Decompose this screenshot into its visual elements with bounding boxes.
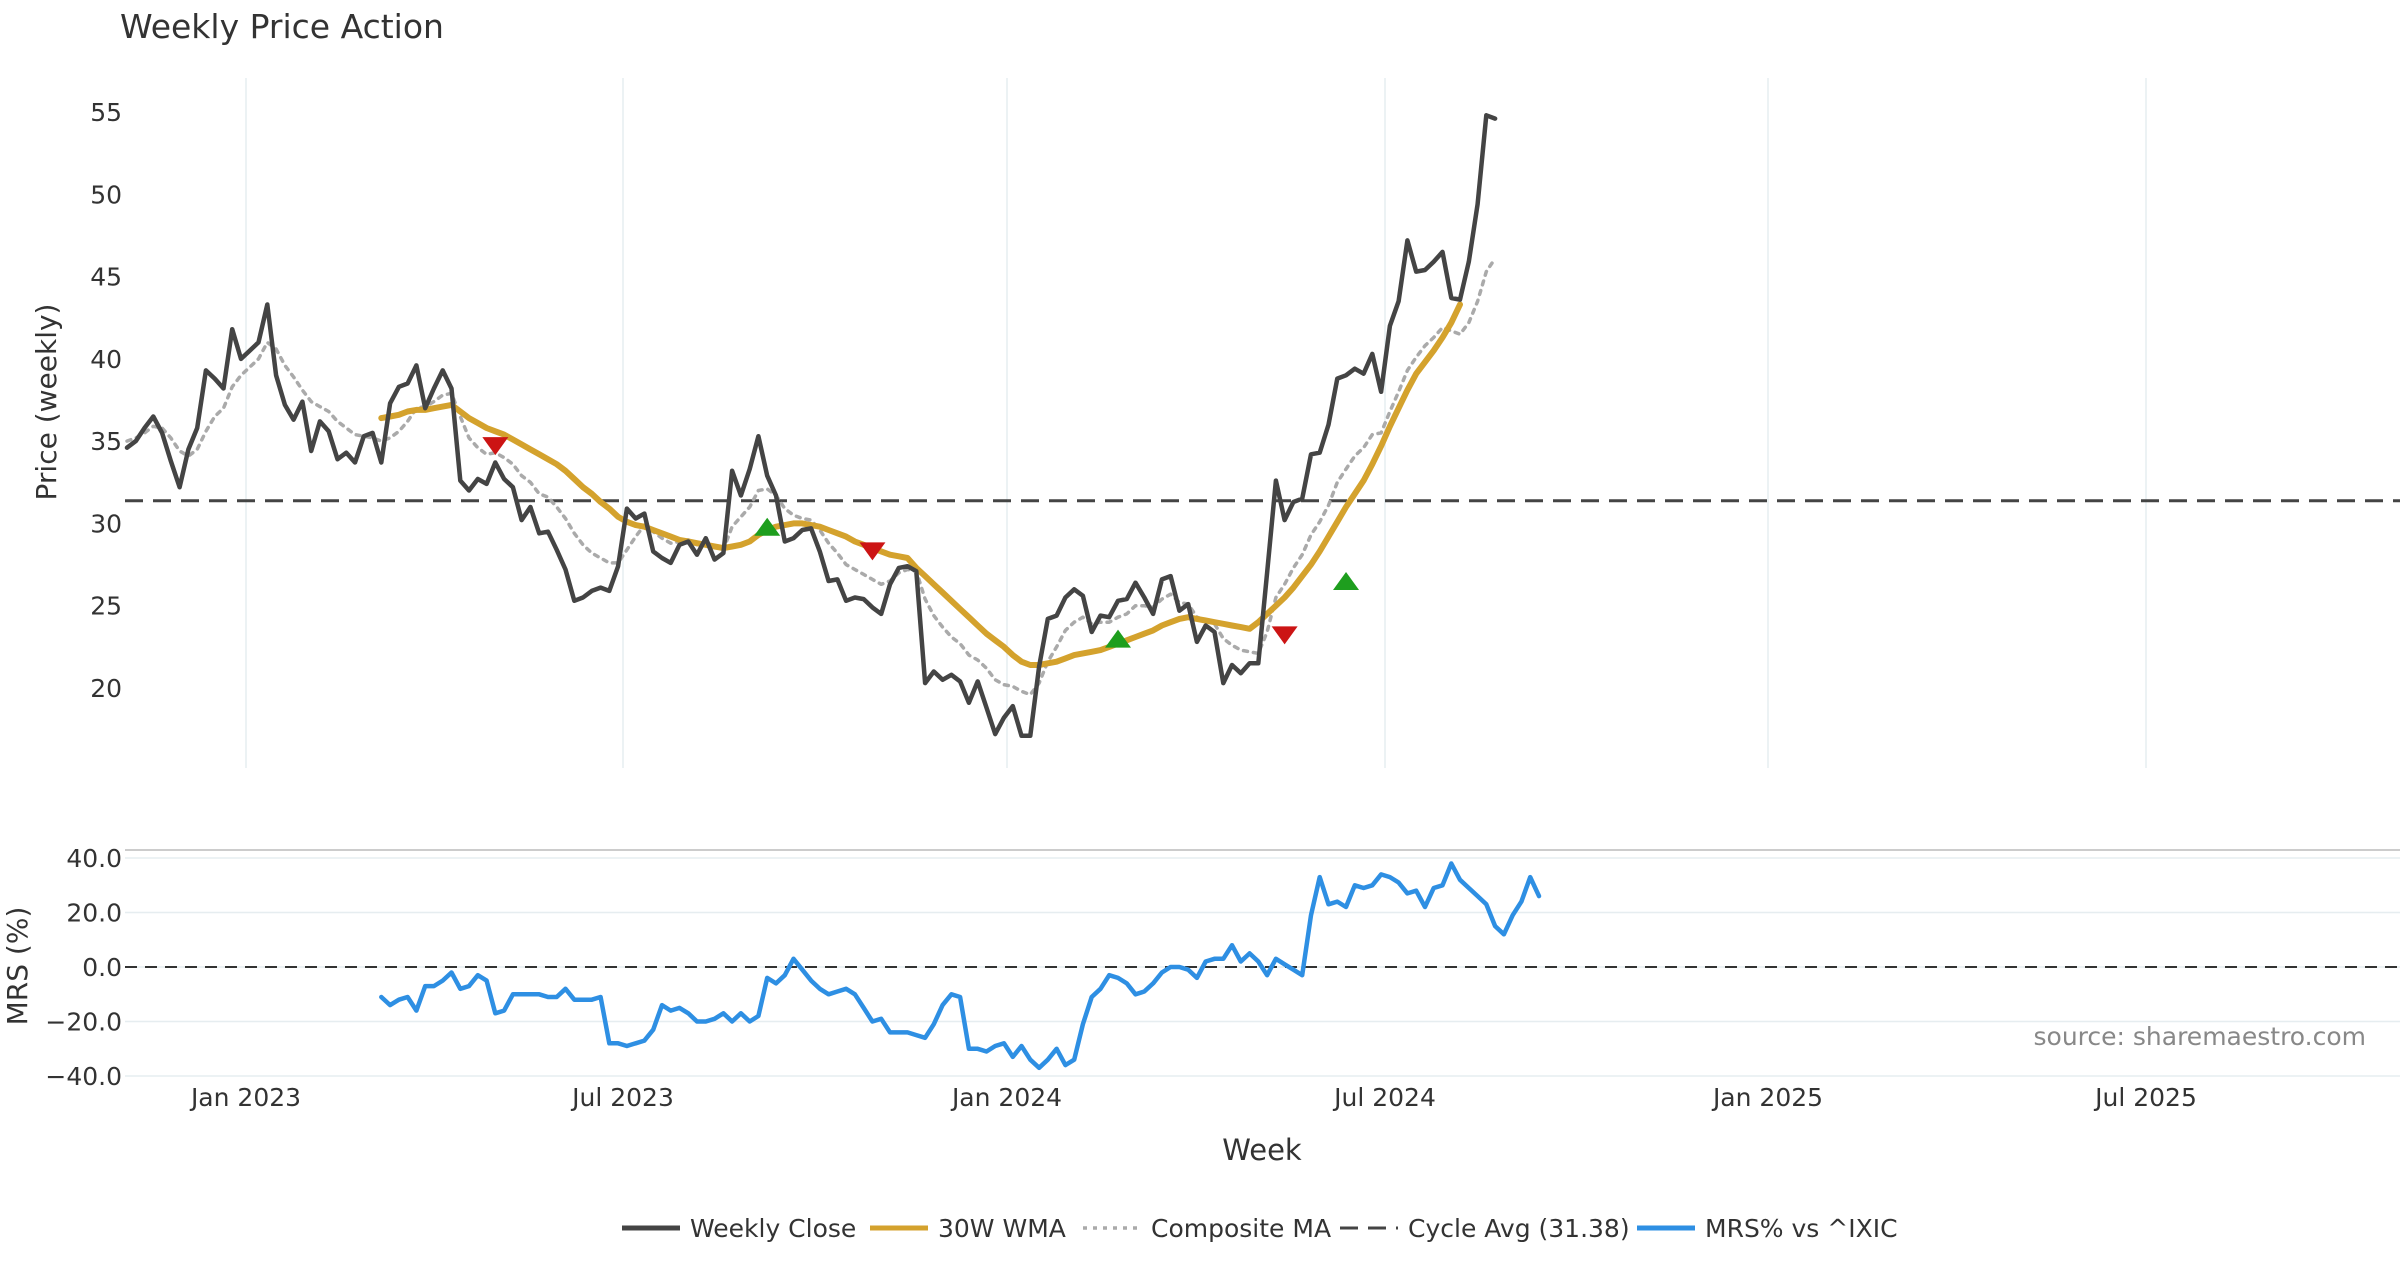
xtick-3: Jul 2024 bbox=[1332, 1083, 1436, 1112]
price-ytick-2: 30 bbox=[90, 509, 122, 538]
mrs-ytick-0: 40.0 bbox=[66, 844, 122, 873]
x-axis-ticks: Jan 2023 Jul 2023 Jan 2024 Jul 2024 Jan 2025… bbox=[189, 1083, 2197, 1112]
legend: Weekly Close 30W WMA Composite MA Cycle Avg… bbox=[622, 1214, 1898, 1243]
mrs-ytick-2: 0.0 bbox=[82, 953, 122, 982]
mrs-ytick-1: 20.0 bbox=[66, 899, 122, 928]
price-gridlines bbox=[245, 78, 2147, 768]
price-y-ticks: 20 25 30 35 40 45 50 55 bbox=[90, 98, 122, 703]
signal-down-0 bbox=[482, 437, 509, 456]
price-ytick-4: 40 bbox=[90, 345, 122, 374]
price-panel: 20 25 30 35 40 45 50 55 Price (weekly) bbox=[30, 78, 2400, 768]
signal-up-5 bbox=[1333, 572, 1360, 591]
price-ytick-3: 35 bbox=[90, 427, 122, 456]
composite-ma-line bbox=[125, 256, 1497, 697]
price-ytick-7: 55 bbox=[90, 98, 122, 127]
legend-label-4: MRS% vs ^IXIC bbox=[1705, 1214, 1898, 1243]
mrs-panel: 40.0 20.0 0.0 −20.0 −40.0 MRS (%) source: sh… bbox=[1, 844, 2400, 1091]
signal-down-2 bbox=[859, 542, 886, 561]
xtick-4: Jan 2025 bbox=[1711, 1083, 1823, 1112]
xtick-2: Jan 2024 bbox=[950, 1083, 1062, 1112]
mrs-ytick-4: −40.0 bbox=[45, 1062, 122, 1091]
legend-label-2: Composite MA bbox=[1151, 1214, 1331, 1243]
mrs-y-ticks: 40.0 20.0 0.0 −20.0 −40.0 bbox=[45, 844, 122, 1091]
signal-up-1 bbox=[754, 517, 781, 536]
xtick-0: Jan 2023 bbox=[189, 1083, 301, 1112]
chart-title: Weekly Price Action bbox=[120, 7, 444, 46]
mrs-y-axis-label: MRS (%) bbox=[1, 907, 34, 1026]
legend-label-1: 30W WMA bbox=[938, 1214, 1066, 1243]
source-note: source: sharemaestro.com bbox=[2034, 1022, 2367, 1051]
wma-30-line bbox=[378, 301, 1463, 668]
signal-markers bbox=[482, 437, 1360, 648]
signal-up-3 bbox=[1105, 629, 1132, 648]
mrs-ytick-3: −20.0 bbox=[45, 1008, 122, 1037]
mrs-line bbox=[379, 861, 1542, 1071]
signal-down-4 bbox=[1271, 626, 1298, 645]
price-y-axis-label: Price (weekly) bbox=[30, 304, 63, 501]
price-ytick-6: 50 bbox=[90, 180, 122, 209]
weekly-close-line bbox=[124, 113, 1498, 738]
mrs-gridlines bbox=[125, 857, 2400, 1077]
xtick-1: Jul 2023 bbox=[570, 1083, 674, 1112]
price-ytick-1: 25 bbox=[90, 592, 122, 621]
price-ytick-5: 45 bbox=[90, 263, 122, 292]
xtick-5: Jul 2025 bbox=[2093, 1083, 2197, 1112]
legend-label-0: Weekly Close bbox=[690, 1214, 856, 1243]
price-ytick-0: 20 bbox=[90, 674, 122, 703]
legend-label-3: Cycle Avg (31.38) bbox=[1408, 1214, 1630, 1243]
x-axis-label: Week bbox=[1222, 1133, 1302, 1167]
